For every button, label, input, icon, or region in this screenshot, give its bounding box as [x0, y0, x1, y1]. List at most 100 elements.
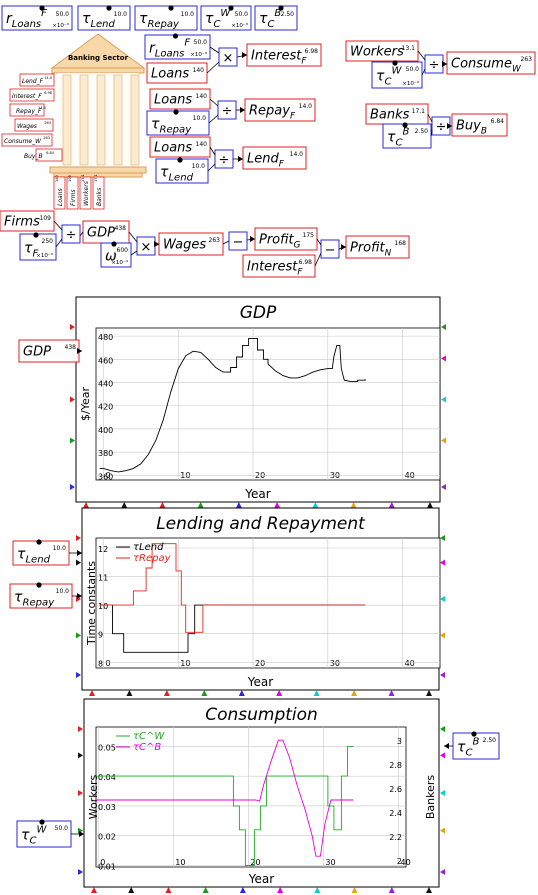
- gdp-plot-port-right[interactable]: [441, 484, 446, 490]
- consumption-plot-port-right[interactable]: [440, 827, 445, 834]
- banking-output-1[interactable]: Interest_F 6.98: [9, 88, 55, 102]
- gdp-var[interactable]: GDP 438: [82, 220, 130, 244]
- gdp-plot-port-bottom[interactable]: [159, 502, 166, 508]
- gdp-plot-port-bottom[interactable]: [350, 502, 357, 508]
- consumption-plot-port-bottom[interactable]: [277, 887, 284, 893]
- lending-plot-port-left[interactable]: [76, 632, 81, 639]
- banking-output-4[interactable]: Consume_W 263: [1, 133, 53, 147]
- lending-plot-port-left[interactable]: [76, 672, 81, 678]
- gdp-plot-port-right[interactable]: [441, 437, 446, 444]
- consumption-plot-port-bottom[interactable]: [426, 887, 432, 893]
- consumption-plot-port-left[interactable]: [78, 790, 83, 796]
- param-4[interactable]: τCB 2.50: [254, 5, 298, 31]
- lending-plot-port-bottom[interactable]: [163, 690, 170, 696]
- lending-plot-port-right[interactable]: [440, 672, 445, 678]
- divide-5[interactable]: ÷: [61, 224, 81, 244]
- gdp-plot-port-bottom[interactable]: [427, 502, 433, 508]
- consumption-plot-port-bottom[interactable]: [239, 887, 246, 893]
- loans-3[interactable]: Loans 140: [149, 136, 211, 158]
- consumption-plot[interactable]: Consumption 0 10 20 30 40 0.01 0.02 0.03 0.04 0.05…: [78, 698, 445, 893]
- gdp-plot-port-bottom[interactable]: [83, 502, 89, 508]
- consumption-plot-port-right[interactable]: [440, 752, 445, 759]
- divide-2[interactable]: ÷: [214, 149, 234, 169]
- omega-param[interactable]: ω 600 ×10⁻³: [100, 241, 132, 268]
- consumption-plot-port-bottom[interactable]: [91, 887, 97, 893]
- tau-cb-input[interactable]: τCB 2.50: [452, 731, 500, 760]
- gdp-plot-port-left[interactable]: [70, 324, 75, 330]
- param-0[interactable]: rLoansF 50.0 ×10⁻³: [1, 5, 73, 31]
- gdp-input[interactable]: GDP 438: [18, 339, 80, 363]
- gdp-plot-port-bottom[interactable]: [197, 502, 204, 508]
- r-loans-param[interactable]: rLoansF 50.0 ×10⁻³: [144, 33, 211, 60]
- loans-1[interactable]: Loans 140: [146, 62, 208, 84]
- lending-plot-port-bottom[interactable]: [313, 690, 320, 696]
- gdp-plot-port-bottom[interactable]: [121, 502, 128, 508]
- multiply-2[interactable]: ×: [136, 236, 156, 256]
- divide-1[interactable]: ÷: [217, 100, 237, 120]
- banking-output-0[interactable]: Lend_F 14.0: [19, 73, 55, 87]
- lending-plot-port-right[interactable]: [440, 535, 445, 541]
- gdp-plot-port-left[interactable]: [70, 437, 75, 444]
- wages-var[interactable]: Wages 263: [158, 232, 224, 256]
- tau-f-param[interactable]: τF 250 ×10⁻³: [19, 232, 57, 261]
- lending-plot-port-right[interactable]: [440, 559, 445, 566]
- loans-2[interactable]: Loans 140: [149, 88, 211, 110]
- lending-plot[interactable]: Lending and Repayment 0 10 20 30 40 8 9 10 11 12 Ye…: [76, 507, 445, 696]
- gdp-plot-port-right[interactable]: [441, 324, 446, 330]
- divide-3[interactable]: ÷: [424, 54, 444, 74]
- consumption-plot-port-bottom[interactable]: [165, 887, 172, 893]
- lending-plot-port-bottom[interactable]: [426, 690, 432, 696]
- consumption-plot-port-left[interactable]: [78, 726, 83, 732]
- gdp-plot-port-left[interactable]: [70, 484, 75, 490]
- consumption-plot-port-bottom[interactable]: [351, 887, 358, 893]
- lending-plot-port-right[interactable]: [440, 632, 445, 639]
- gdp-plot-port-right[interactable]: [441, 396, 446, 403]
- lending-plot-port-bottom[interactable]: [388, 690, 395, 696]
- gdp-plot-port-left[interactable]: [70, 396, 75, 403]
- consumption-plot-port-right[interactable]: [440, 726, 445, 732]
- consumption-plot-port-left[interactable]: [78, 752, 83, 759]
- banking-output-5[interactable]: Buy_B 6.84: [24, 148, 63, 162]
- lending-plot-port-bottom[interactable]: [201, 690, 208, 696]
- minus-1[interactable]: −: [228, 231, 248, 251]
- consumption-plot-port-right[interactable]: [440, 869, 445, 875]
- firms-var[interactable]: Firms 109: [0, 210, 55, 232]
- consumption-plot-port-left[interactable]: [78, 869, 83, 875]
- lending-plot-port-right[interactable]: [440, 596, 445, 602]
- lending-plot-port-bottom[interactable]: [238, 690, 245, 696]
- minus-2[interactable]: −: [320, 239, 340, 259]
- lending-plot-port-bottom[interactable]: [89, 690, 95, 696]
- lending-plot-port-bottom[interactable]: [351, 690, 358, 696]
- tau-cw-input[interactable]: τCW 50.0: [16, 819, 72, 848]
- param-3[interactable]: τCW 50.0 ×10⁻³: [200, 5, 252, 31]
- gdp-plot-port-bottom[interactable]: [388, 502, 395, 508]
- tau-cw-param[interactable]: τCW 50.0 ×10⁻³: [371, 60, 423, 89]
- banking-stock-0[interactable]: Loans 140: [53, 175, 66, 210]
- banking-stock-3[interactable]: Banks 17.1: [92, 174, 105, 210]
- gdp-plot-port-bottom[interactable]: [235, 502, 242, 508]
- consumption-plot-port-bottom[interactable]: [388, 887, 395, 893]
- lend-f[interactable]: LendF 14.0: [242, 146, 307, 170]
- gdp-plot-port-bottom[interactable]: [312, 502, 319, 508]
- lending-plot-port-left[interactable]: [76, 559, 81, 566]
- lending-plot-port-left[interactable]: [76, 535, 81, 541]
- gdp-plot-port-right[interactable]: [441, 355, 446, 362]
- consumption-plot-port-right[interactable]: [440, 790, 445, 796]
- multiply-1[interactable]: ×: [218, 47, 238, 67]
- tau-cb-param[interactable]: τCB 2.50: [382, 122, 432, 149]
- lending-plot-port-bottom[interactable]: [126, 690, 133, 696]
